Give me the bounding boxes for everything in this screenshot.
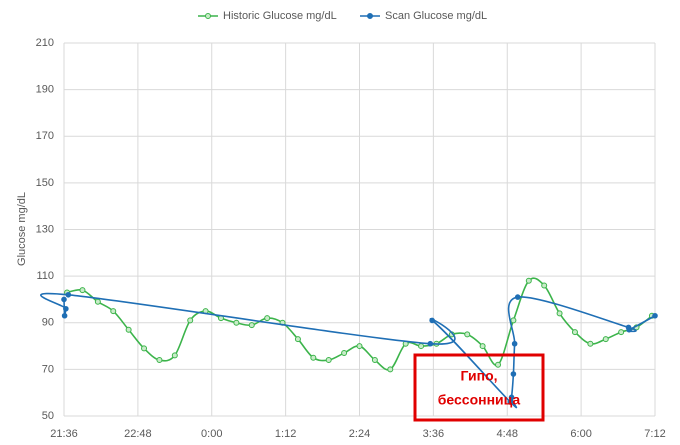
y-tick-label: 50: [42, 410, 54, 422]
data-point: [511, 340, 518, 347]
data-point: [61, 296, 67, 303]
data-point: [63, 305, 69, 312]
data-point: [626, 326, 632, 333]
data-point: [571, 329, 578, 336]
data-point: [464, 331, 471, 338]
data-point: [429, 317, 435, 324]
y-tick-label: 150: [36, 177, 54, 189]
data-point: [387, 366, 394, 373]
data-point: [427, 340, 434, 347]
data-point: [233, 319, 240, 326]
series-line: [40, 292, 656, 409]
data-point: [525, 277, 532, 284]
data-point: [541, 282, 548, 289]
y-tick-label: 190: [36, 84, 54, 96]
data-point: [156, 357, 163, 364]
data-point: [587, 340, 594, 347]
data-point: [294, 336, 301, 343]
legend-label: Historic Glucose mg/dL: [223, 10, 337, 22]
data-point: [61, 312, 68, 319]
data-point: [371, 357, 378, 364]
data-point: [125, 326, 132, 333]
x-tick-label: 0:00: [201, 428, 222, 440]
data-point: [510, 371, 517, 377]
data-point: [187, 317, 194, 324]
annotation: бессонница: [438, 392, 521, 408]
legend-marker: [205, 13, 211, 19]
annotation-box: [413, 353, 545, 422]
x-tick-label: 4:48: [497, 428, 518, 440]
x-tick-label: 21:36: [50, 428, 78, 440]
data-point: [418, 343, 425, 350]
data-point: [310, 354, 317, 361]
data-point: [495, 361, 502, 368]
x-tick-label: 1:12: [275, 428, 296, 440]
y-tick-label: 90: [42, 317, 54, 329]
y-tick-label: 210: [36, 37, 54, 49]
x-tick-label: 22:48: [124, 428, 152, 440]
y-tick-label: 130: [36, 223, 54, 235]
data-point: [264, 315, 271, 322]
data-point: [652, 312, 658, 319]
data-point: [65, 291, 72, 298]
data-point: [248, 322, 255, 329]
x-tick-label: 2:24: [349, 428, 370, 440]
legend-marker: [367, 13, 373, 19]
data-point: [171, 352, 178, 359]
data-point: [110, 308, 117, 315]
data-point: [514, 294, 521, 300]
legend-label: Scan Glucose mg/dL: [385, 10, 487, 22]
data-point: [479, 343, 486, 350]
plot: 50 70 90 110 130 150 170 190 210 21:36 22:48 0:00 1:…: [36, 10, 666, 440]
data-point: [356, 343, 363, 350]
data-point: [341, 350, 348, 357]
data-point: [508, 394, 515, 401]
data-point: [79, 287, 86, 294]
y-tick-label: 170: [36, 130, 54, 142]
data-point: [510, 317, 517, 324]
y-tick-label: 110: [36, 270, 54, 282]
data-point: [141, 345, 148, 352]
data-point: [94, 298, 101, 305]
y-axis-label: Glucose mg/dL: [16, 192, 28, 266]
x-tick-label: 3:36: [423, 428, 444, 440]
y-tick-label: 70: [42, 363, 54, 375]
x-tick-label: 6:00: [570, 428, 591, 440]
data-point: [556, 310, 563, 317]
data-point: [618, 329, 625, 336]
data-point: [602, 336, 609, 343]
annotation: Гипо,: [460, 368, 497, 384]
data-point: [325, 357, 332, 364]
x-tick-label: 7:12: [644, 428, 665, 440]
